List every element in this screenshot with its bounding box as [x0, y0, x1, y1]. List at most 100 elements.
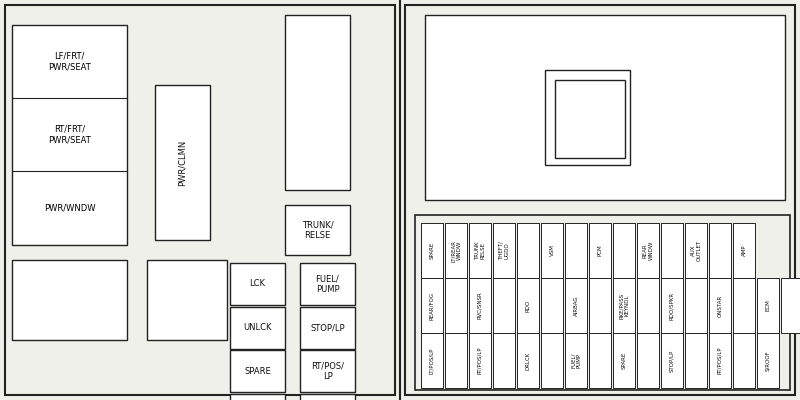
- Bar: [12, 260, 127, 340]
- Bar: [781, 278, 800, 333]
- Text: SPARE: SPARE: [430, 242, 434, 259]
- Text: VSM: VSM: [550, 244, 554, 256]
- Bar: [545, 70, 630, 165]
- Text: REAR
WNDW: REAR WNDW: [642, 241, 654, 260]
- Bar: [493, 278, 515, 333]
- Text: LT/REAR
WNDW: LT/REAR WNDW: [450, 240, 462, 262]
- Bar: [637, 223, 659, 278]
- Bar: [5, 5, 395, 395]
- Bar: [445, 278, 467, 333]
- Bar: [541, 333, 563, 388]
- Text: SPARE: SPARE: [622, 352, 626, 369]
- Bar: [541, 223, 563, 278]
- Text: AIRBAG: AIRBAG: [574, 295, 578, 316]
- Bar: [517, 223, 539, 278]
- Bar: [405, 5, 795, 395]
- Bar: [300, 350, 355, 392]
- Bar: [685, 223, 707, 278]
- Text: PCM: PCM: [598, 245, 602, 256]
- Bar: [637, 278, 659, 333]
- Text: FUEL/
PUMP: FUEL/ PUMP: [570, 353, 582, 368]
- Bar: [425, 15, 785, 200]
- Text: ECM: ECM: [766, 300, 770, 311]
- Bar: [285, 205, 350, 255]
- Bar: [709, 278, 731, 333]
- Text: ONSTAR: ONSTAR: [718, 294, 722, 317]
- Text: S/ROOF: S/ROOF: [766, 350, 770, 371]
- Bar: [685, 278, 707, 333]
- Bar: [469, 333, 491, 388]
- Bar: [733, 278, 755, 333]
- Text: AUX
OUTLET: AUX OUTLET: [690, 240, 702, 261]
- Bar: [421, 223, 443, 278]
- Bar: [155, 85, 210, 240]
- Text: LT/POS/LP: LT/POS/LP: [430, 347, 434, 374]
- Bar: [661, 278, 683, 333]
- Bar: [555, 80, 625, 158]
- Bar: [421, 333, 443, 388]
- Bar: [589, 278, 611, 333]
- Bar: [709, 333, 731, 388]
- Text: THEFT/
UGDO: THEFT/ UGDO: [498, 241, 510, 260]
- Bar: [493, 223, 515, 278]
- Bar: [230, 263, 285, 305]
- Bar: [565, 223, 587, 278]
- Bar: [415, 215, 790, 390]
- Bar: [709, 223, 731, 278]
- Bar: [230, 350, 285, 392]
- Text: RT/POS/
LP: RT/POS/ LP: [311, 361, 344, 381]
- Text: RDO/SPKR: RDO/SPKR: [670, 292, 674, 320]
- Bar: [469, 223, 491, 278]
- Text: RVC/SNSR: RVC/SNSR: [478, 292, 482, 319]
- Bar: [517, 278, 539, 333]
- Bar: [230, 307, 285, 349]
- Bar: [733, 223, 755, 278]
- Bar: [613, 223, 635, 278]
- Bar: [613, 278, 635, 333]
- Bar: [589, 333, 611, 388]
- Bar: [12, 25, 127, 245]
- Bar: [733, 333, 755, 388]
- Text: REAR/FOG: REAR/FOG: [430, 292, 434, 320]
- Bar: [421, 278, 443, 333]
- Text: STOP/LP: STOP/LP: [670, 349, 674, 372]
- Text: RT/POS/LP: RT/POS/LP: [478, 347, 482, 374]
- Text: AMP: AMP: [742, 245, 746, 256]
- Text: SPARE: SPARE: [244, 366, 271, 376]
- Bar: [230, 394, 285, 400]
- Bar: [637, 333, 659, 388]
- Text: PWR/CLMN: PWR/CLMN: [178, 139, 187, 186]
- Bar: [589, 223, 611, 278]
- Text: PWR/WNDW: PWR/WNDW: [44, 204, 95, 212]
- Bar: [300, 263, 355, 305]
- Bar: [147, 260, 227, 340]
- Bar: [445, 333, 467, 388]
- Text: LF/FRT/
PWR/SEAT: LF/FRT/ PWR/SEAT: [48, 52, 91, 71]
- Bar: [565, 278, 587, 333]
- Text: TRUNK/
RELSE: TRUNK/ RELSE: [302, 220, 334, 240]
- Bar: [757, 333, 779, 388]
- Text: TRUNK
RELSE: TRUNK RELSE: [474, 241, 486, 260]
- Text: RT/POS/LP: RT/POS/LP: [718, 347, 722, 374]
- Bar: [300, 307, 355, 349]
- Text: RDO: RDO: [526, 299, 530, 312]
- Text: UNLCK: UNLCK: [243, 324, 272, 332]
- Text: LCK: LCK: [250, 280, 266, 288]
- Text: RT/FRT/
PWR/SEAT: RT/FRT/ PWR/SEAT: [48, 125, 91, 144]
- Bar: [661, 223, 683, 278]
- Bar: [565, 333, 587, 388]
- Bar: [285, 15, 350, 190]
- Text: FUEL/
PUMP: FUEL/ PUMP: [316, 274, 339, 294]
- Bar: [661, 333, 683, 388]
- Text: STOP/LP: STOP/LP: [310, 324, 345, 332]
- Bar: [469, 278, 491, 333]
- Bar: [541, 278, 563, 333]
- Bar: [445, 223, 467, 278]
- Text: DRLCK: DRLCK: [526, 351, 530, 370]
- Bar: [517, 333, 539, 388]
- Bar: [493, 333, 515, 388]
- Bar: [757, 278, 779, 333]
- Text: RKE/PASS
KEYNDL: RKE/PASS KEYNDL: [618, 292, 630, 318]
- Bar: [613, 333, 635, 388]
- Bar: [300, 394, 355, 400]
